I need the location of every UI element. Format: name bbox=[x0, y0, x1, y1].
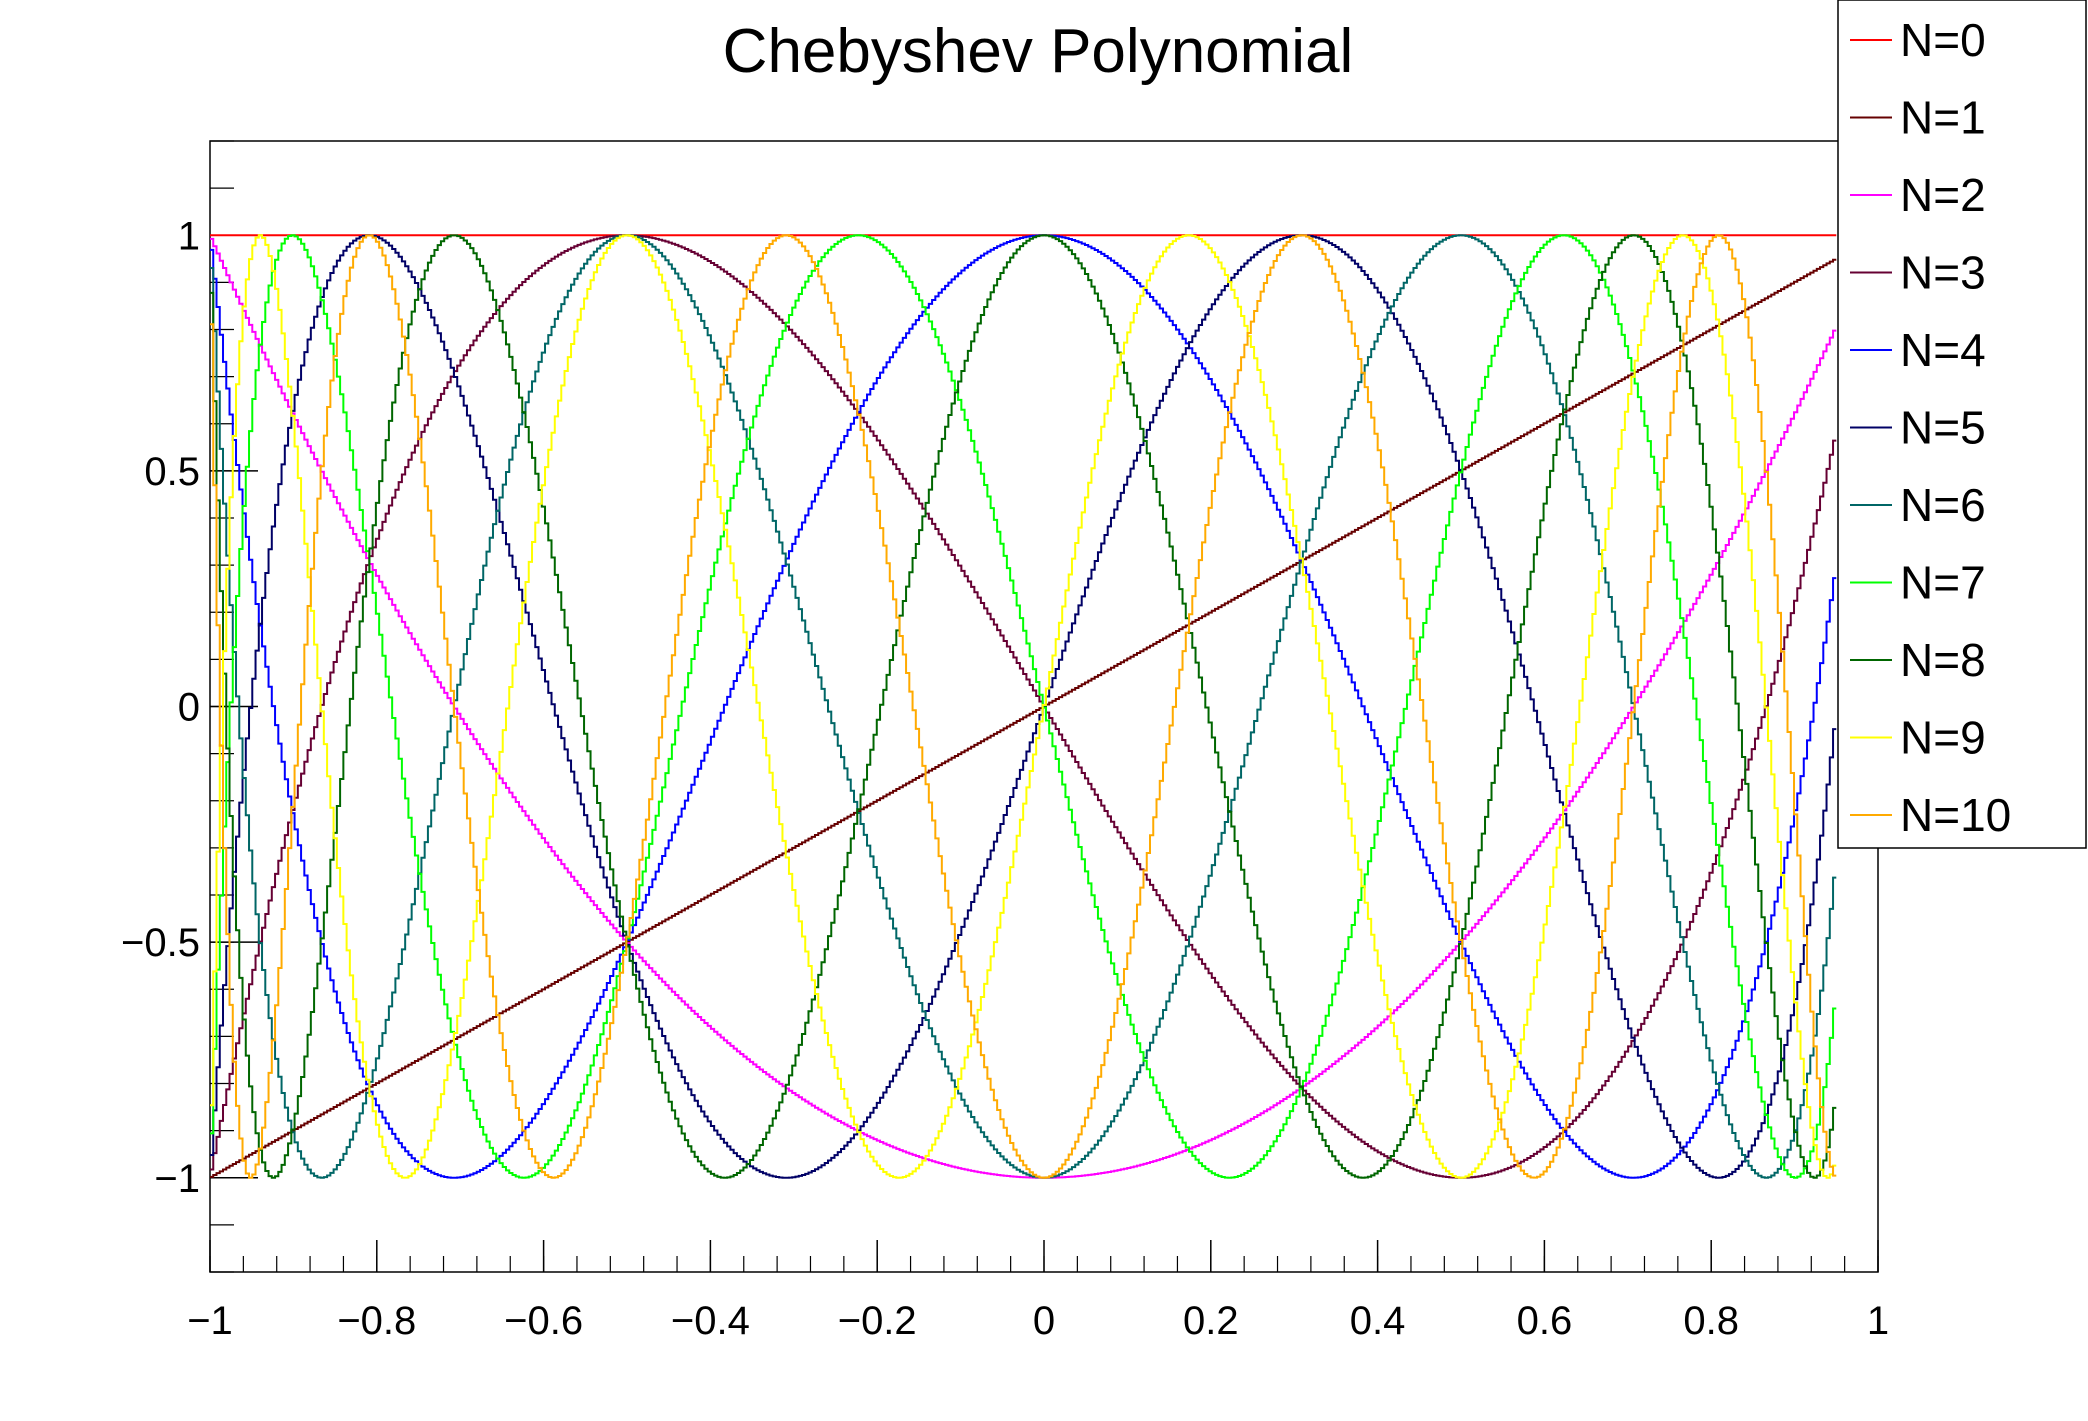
legend: N=0 N=1 N=2 N=3 N=4 N=5 N=6 N=7 N=8 N=9 N=10 bbox=[1837, 0, 2087, 849]
series-line-n9 bbox=[210, 234, 1837, 1179]
series-line-n5 bbox=[210, 234, 1837, 1179]
chart-title: Chebyshev Polynomial bbox=[723, 17, 1354, 86]
x-tick-label: −1 bbox=[187, 1299, 233, 1343]
y-tick-label: −1 bbox=[154, 1157, 200, 1201]
legend-label: N=4 bbox=[1900, 324, 1986, 376]
y-tick-label: 1 bbox=[178, 214, 200, 258]
legend-label: N=7 bbox=[1900, 557, 1986, 609]
axes: −1 −0.8 −0.6 −0.4 −0.2 0 0.2 0.4 0.6 0.8 1 −1 −0.5 0 0… bbox=[121, 140, 1889, 1343]
series-line-n7 bbox=[210, 234, 1837, 1179]
legend-label: N=9 bbox=[1900, 712, 1986, 764]
series-lines bbox=[210, 234, 1837, 1179]
x-tick-label: −0.6 bbox=[504, 1299, 583, 1343]
legend-label: N=2 bbox=[1900, 169, 1986, 221]
legend-label: N=5 bbox=[1900, 402, 1986, 454]
series-line-n1 bbox=[210, 258, 1837, 1178]
x-tick-label: 0.4 bbox=[1350, 1299, 1406, 1343]
y-tick-label: 0 bbox=[178, 686, 200, 730]
y-tick-label: −0.5 bbox=[121, 921, 200, 965]
x-tick-label: −0.8 bbox=[337, 1299, 416, 1343]
series-line-n3 bbox=[210, 234, 1837, 1179]
x-tick-label: 1 bbox=[1867, 1299, 1889, 1343]
series-line-n6 bbox=[210, 234, 1837, 1179]
y-tick-label: 0.5 bbox=[144, 450, 200, 494]
legend-label: N=6 bbox=[1900, 479, 1986, 531]
legend-label: N=1 bbox=[1900, 92, 1986, 144]
series-line-n8 bbox=[210, 234, 1837, 1179]
x-tick-label: −0.2 bbox=[838, 1299, 917, 1343]
series-line-n4 bbox=[210, 234, 1837, 1179]
legend-box bbox=[1837, 0, 2087, 849]
x-tick-label: 0.6 bbox=[1517, 1299, 1573, 1343]
x-tick-label: 0 bbox=[1033, 1299, 1055, 1343]
legend-label: N=0 bbox=[1900, 14, 1986, 66]
legend-label: N=10 bbox=[1900, 789, 2011, 841]
series-line-n10 bbox=[210, 234, 1837, 1179]
legend-label: N=3 bbox=[1900, 247, 1986, 299]
x-tick-label: 0.8 bbox=[1683, 1299, 1739, 1343]
legend-label: N=8 bbox=[1900, 634, 1986, 686]
x-tick-label: −0.4 bbox=[671, 1299, 750, 1343]
x-tick-label: 0.2 bbox=[1183, 1299, 1239, 1343]
series-line-n2 bbox=[210, 237, 1837, 1179]
